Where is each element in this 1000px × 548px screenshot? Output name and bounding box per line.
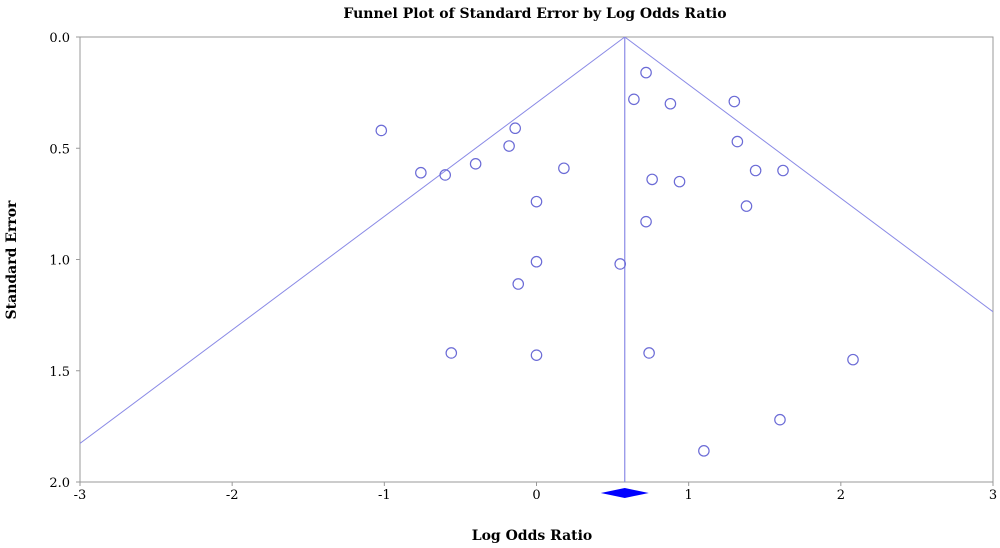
- study-point: [530, 195, 543, 208]
- study-point: [614, 258, 626, 270]
- y-tick-label: 2.0: [49, 476, 70, 491]
- study-point: [530, 255, 543, 268]
- study-point: [640, 66, 652, 79]
- funnel-right-line: [624, 37, 993, 313]
- study-point: [698, 445, 710, 457]
- study-point: [664, 97, 677, 110]
- study-point: [469, 158, 482, 170]
- x-tick-label: 3: [989, 488, 997, 503]
- study-point: [640, 215, 652, 228]
- x-tick-label: -1: [378, 488, 391, 503]
- study-point: [731, 135, 744, 148]
- funnel-left-line: [80, 37, 626, 445]
- y-tick-label: 0.0: [49, 31, 70, 46]
- study-point: [777, 164, 789, 177]
- study-point: [728, 95, 741, 108]
- x-tick-label: 2: [837, 488, 845, 503]
- pooled-estimate-diamond: [600, 488, 649, 498]
- y-tick-label: 1.0: [49, 254, 70, 269]
- x-tick-label: 0: [532, 488, 540, 503]
- y-tick-label: 1.5: [49, 365, 70, 380]
- study-point: [847, 353, 859, 366]
- plot-area: -3 -2 -1 0 1 2 3 0.0 0.5 1.0 1.5 2.0: [49, 31, 997, 503]
- plot-frame: [79, 36, 994, 483]
- study-point: [512, 278, 525, 290]
- study-point: [646, 173, 658, 186]
- x-tick-label: -2: [226, 488, 239, 503]
- study-point: [375, 124, 388, 137]
- x-axis-title: Log Odds Ratio: [472, 528, 593, 544]
- study-point: [530, 349, 543, 361]
- study-point: [628, 93, 640, 106]
- study-point: [445, 347, 458, 359]
- chart-title: Funnel Plot of Standard Error by Log Odd…: [343, 6, 726, 22]
- study-point: [673, 175, 686, 188]
- study-point: [509, 122, 521, 135]
- study-point: [503, 140, 515, 152]
- study-point: [415, 166, 427, 179]
- study-point: [439, 169, 451, 181]
- x-tick-label: 1: [685, 488, 693, 503]
- study-point: [643, 347, 655, 359]
- study-point: [740, 200, 753, 212]
- study-point: [774, 413, 786, 426]
- study-point: [749, 164, 762, 177]
- y-axis-title: Standard Error: [4, 200, 20, 319]
- study-point: [558, 162, 570, 175]
- x-tick-label: -3: [74, 488, 87, 503]
- y-tick-label: 0.5: [49, 142, 70, 157]
